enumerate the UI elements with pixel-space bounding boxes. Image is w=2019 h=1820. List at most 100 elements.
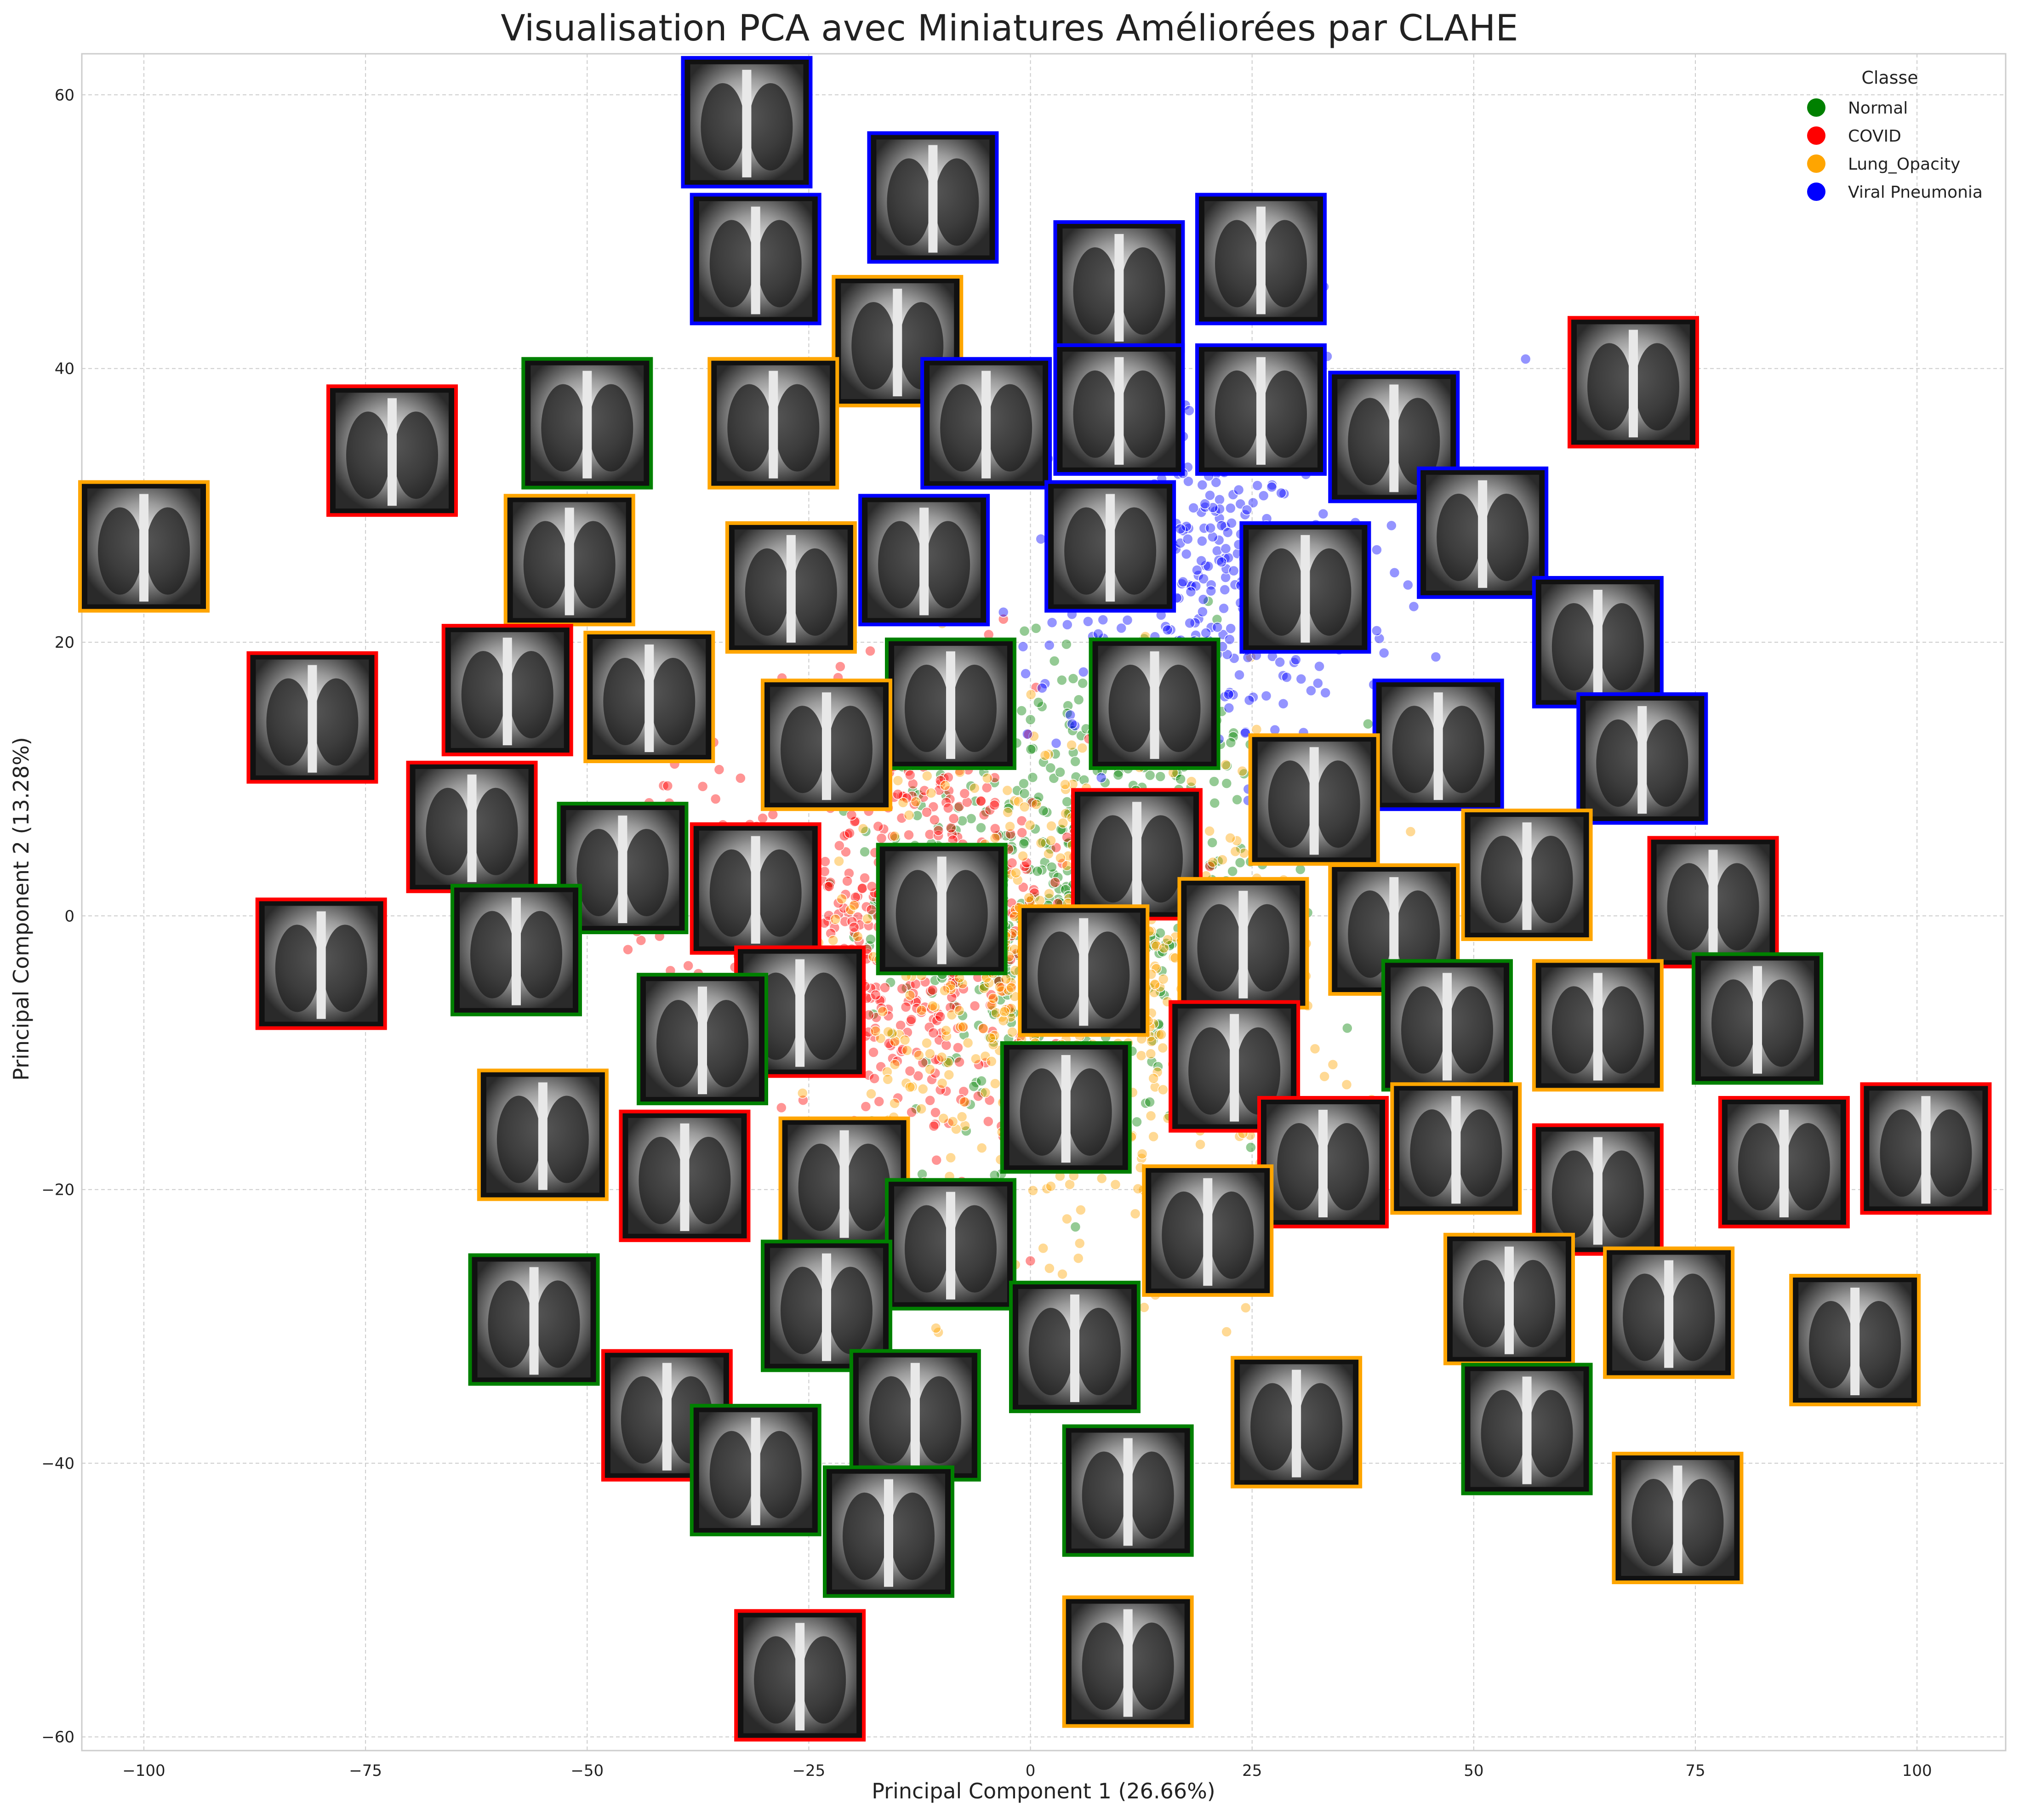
data-point xyxy=(956,1111,968,1122)
thumbnail-lung-right xyxy=(1156,664,1201,752)
data-point xyxy=(912,810,923,821)
data-point xyxy=(1205,522,1216,534)
thumbnail-spine xyxy=(1292,1369,1301,1478)
data-point xyxy=(1144,770,1156,781)
thumbnail-spine xyxy=(582,371,592,479)
chart-title: Visualisation PCA avec Miniatures Amélio… xyxy=(501,8,1518,49)
data-point xyxy=(913,1050,924,1061)
data-point xyxy=(1093,628,1104,639)
data-point xyxy=(894,1029,905,1040)
data-point xyxy=(1314,661,1325,672)
thumbnail-spine xyxy=(1664,1260,1674,1368)
thumbnail-spine xyxy=(1753,966,1762,1074)
data-point xyxy=(877,1006,888,1017)
thumbnail-lung-left xyxy=(1667,863,1711,951)
data-point xyxy=(917,1084,929,1095)
data-point xyxy=(1205,579,1217,590)
data-point xyxy=(983,1116,994,1127)
thumbnail-spine xyxy=(644,645,654,753)
data-point xyxy=(823,910,834,921)
thumbnail-spine xyxy=(308,665,317,773)
data-point xyxy=(1183,476,1194,487)
data-point xyxy=(1184,617,1195,629)
xray-thumbnail xyxy=(1009,1280,1141,1413)
data-point xyxy=(943,802,954,814)
thumbnail-lung-left xyxy=(1259,548,1304,636)
thumbnail-lung-left xyxy=(1091,815,1135,903)
data-point xyxy=(928,1120,940,1132)
thumbnail-spine xyxy=(786,535,796,643)
data-point xyxy=(1186,776,1197,787)
data-point xyxy=(969,1000,981,1011)
data-point xyxy=(1295,673,1307,685)
thumbnail-lung-right xyxy=(146,507,190,595)
data-point xyxy=(1048,868,1059,880)
thumbnail-lung-left xyxy=(1809,1301,1854,1389)
data-point xyxy=(1067,718,1078,730)
data-point xyxy=(873,821,884,832)
data-point xyxy=(1243,695,1255,706)
thumbnail-lung-right xyxy=(1599,986,1644,1074)
data-point xyxy=(820,856,831,867)
thumbnail-lung-right xyxy=(589,384,633,472)
thumbnail-lung-left xyxy=(869,1376,913,1464)
thumbnail-spine xyxy=(512,897,521,1005)
thumbnails xyxy=(78,56,1992,1742)
data-point xyxy=(989,833,1001,844)
data-point xyxy=(1073,1253,1084,1264)
data-point xyxy=(1371,544,1382,555)
data-point xyxy=(892,775,904,786)
data-point xyxy=(1074,1238,1085,1249)
data-point xyxy=(940,780,951,791)
xray-thumbnail xyxy=(690,193,821,325)
xray-thumbnail xyxy=(255,897,387,1030)
x-tick-label: 75 xyxy=(1685,1762,1705,1780)
data-point xyxy=(1154,981,1165,993)
data-point xyxy=(1064,1179,1075,1190)
thumbnail-spine xyxy=(981,371,991,479)
x-tick-label: −75 xyxy=(349,1762,382,1780)
thumbnail-border xyxy=(1053,343,1185,476)
data-point xyxy=(957,815,968,827)
y-tick-label: 40 xyxy=(55,360,74,378)
data-point xyxy=(1252,480,1263,491)
data-point xyxy=(1055,852,1066,864)
data-point xyxy=(1061,1213,1072,1225)
data-point xyxy=(859,872,870,884)
data-point xyxy=(986,1056,997,1067)
xray-thumbnail xyxy=(326,384,458,517)
data-point xyxy=(852,931,863,942)
thumbnail-lung-right xyxy=(1067,1068,1112,1156)
data-point xyxy=(955,1021,966,1033)
thumbnail-lung-right xyxy=(1679,1478,1724,1566)
data-point xyxy=(1025,744,1037,755)
data-point xyxy=(840,846,851,857)
data-point xyxy=(946,822,957,833)
thumbnail-lung-left xyxy=(470,911,514,998)
data-point xyxy=(1075,1204,1086,1215)
data-point xyxy=(1223,689,1234,700)
data-point xyxy=(823,881,835,892)
thumbnail-border xyxy=(867,131,999,264)
thumbnail-spine xyxy=(1132,802,1141,910)
thumbnail-border xyxy=(583,631,715,764)
data-point xyxy=(1225,833,1236,844)
thumbnail-border xyxy=(451,884,582,1016)
thumbnail-border xyxy=(1239,521,1371,654)
data-point xyxy=(1028,730,1039,742)
thumbnail-lung-left xyxy=(1481,835,1525,923)
data-point xyxy=(1430,651,1442,662)
thumbnail-lung-right xyxy=(1644,719,1688,807)
thumbnail-lung-left xyxy=(745,548,789,636)
data-point xyxy=(1049,877,1061,888)
data-point xyxy=(1227,689,1239,701)
data-point xyxy=(1031,622,1042,634)
data-point xyxy=(622,944,633,955)
data-point xyxy=(930,1067,941,1079)
thumbnail-lung-right xyxy=(828,706,873,793)
data-point xyxy=(954,1056,965,1067)
xray-thumbnail xyxy=(1789,1274,1921,1407)
thumbnail-spine xyxy=(742,69,752,177)
data-point xyxy=(985,1033,996,1044)
data-point xyxy=(1371,625,1382,636)
